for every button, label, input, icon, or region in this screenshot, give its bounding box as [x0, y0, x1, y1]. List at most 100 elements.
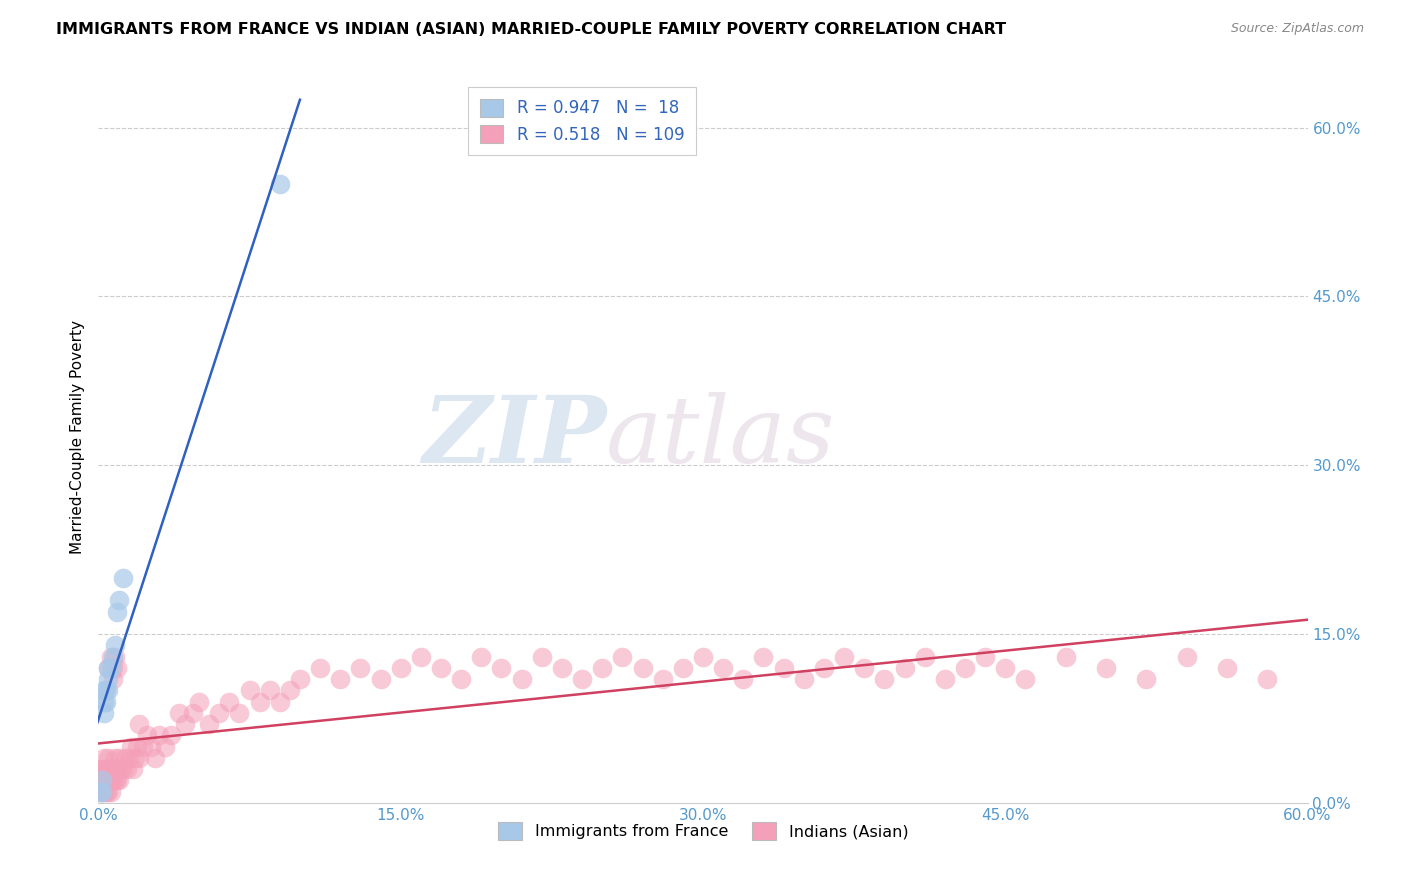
Point: [893, 661, 915, 675]
Point: [914, 649, 936, 664]
Point: [994, 661, 1017, 675]
Point: [1095, 661, 1118, 675]
Point: [288, 672, 311, 686]
Point: [100, 762, 122, 776]
Point: [114, 751, 136, 765]
Point: [93, 751, 115, 765]
Text: Source: ZipAtlas.com: Source: ZipAtlas.com: [1230, 22, 1364, 36]
Point: [96, 762, 118, 776]
Point: [672, 661, 695, 675]
Point: [128, 751, 150, 765]
Point: [269, 177, 291, 191]
Point: [167, 706, 190, 720]
Point: [89, 773, 111, 788]
Point: [510, 672, 533, 686]
Point: [711, 661, 734, 675]
Point: [107, 773, 129, 788]
Point: [953, 661, 976, 675]
Point: [93, 784, 115, 798]
Point: [148, 728, 170, 742]
Point: [93, 706, 115, 720]
Legend: Immigrants from France, Indians (Asian): Immigrants from France, Indians (Asian): [491, 816, 915, 846]
Point: [752, 649, 775, 664]
Point: [430, 661, 453, 675]
Point: [100, 784, 122, 798]
Point: [97, 784, 120, 798]
Point: [103, 638, 125, 652]
Point: [93, 762, 115, 776]
Point: [93, 694, 115, 708]
Text: IMMIGRANTS FROM FRANCE VS INDIAN (ASIAN) MARRIED-COUPLE FAMILY POVERTY CORRELATI: IMMIGRANTS FROM FRANCE VS INDIAN (ASIAN)…: [56, 22, 1007, 37]
Point: [934, 672, 956, 686]
Point: [124, 751, 146, 765]
Point: [91, 784, 114, 798]
Point: [128, 717, 150, 731]
Point: [259, 683, 281, 698]
Point: [97, 762, 120, 776]
Point: [105, 762, 128, 776]
Point: [101, 762, 124, 776]
Point: [631, 661, 654, 675]
Point: [125, 739, 148, 754]
Point: [120, 739, 142, 754]
Point: [853, 661, 876, 675]
Point: [198, 717, 221, 731]
Point: [389, 661, 412, 675]
Y-axis label: Married-Couple Family Poverty: Married-Couple Family Poverty: [70, 320, 86, 554]
Point: [91, 773, 114, 788]
Point: [132, 739, 155, 754]
Point: [89, 762, 111, 776]
Point: [370, 672, 392, 686]
Text: ZIP: ZIP: [422, 392, 606, 482]
Point: [228, 706, 250, 720]
Point: [100, 773, 122, 788]
Point: [118, 751, 141, 765]
Point: [409, 649, 432, 664]
Point: [101, 773, 124, 788]
Text: atlas: atlas: [606, 392, 835, 482]
Point: [174, 717, 197, 731]
Point: [107, 751, 129, 765]
Point: [450, 672, 472, 686]
Point: [101, 649, 124, 664]
Point: [651, 672, 673, 686]
Point: [100, 661, 122, 675]
Point: [1256, 672, 1278, 686]
Point: [832, 649, 855, 664]
Point: [551, 661, 574, 675]
Point: [97, 672, 120, 686]
Point: [97, 661, 120, 675]
Point: [873, 672, 896, 686]
Point: [105, 773, 128, 788]
Point: [813, 661, 835, 675]
Point: [111, 571, 134, 585]
Point: [91, 773, 114, 788]
Point: [1135, 672, 1157, 686]
Point: [105, 661, 128, 675]
Point: [115, 762, 138, 776]
Point: [110, 762, 132, 776]
Point: [89, 784, 111, 798]
Point: [530, 649, 553, 664]
Point: [591, 661, 613, 675]
Point: [97, 773, 120, 788]
Point: [103, 751, 125, 765]
Point: [612, 649, 634, 664]
Point: [218, 694, 240, 708]
Point: [208, 706, 231, 720]
Point: [101, 672, 124, 686]
Point: [309, 661, 332, 675]
Point: [93, 773, 115, 788]
Point: [160, 728, 183, 742]
Point: [269, 694, 291, 708]
Point: [733, 672, 755, 686]
Point: [139, 739, 162, 754]
Point: [91, 762, 114, 776]
Point: [470, 649, 492, 664]
Point: [974, 649, 997, 664]
Point: [329, 672, 352, 686]
Point: [153, 739, 176, 754]
Point: [1175, 649, 1198, 664]
Point: [571, 672, 593, 686]
Point: [121, 762, 143, 776]
